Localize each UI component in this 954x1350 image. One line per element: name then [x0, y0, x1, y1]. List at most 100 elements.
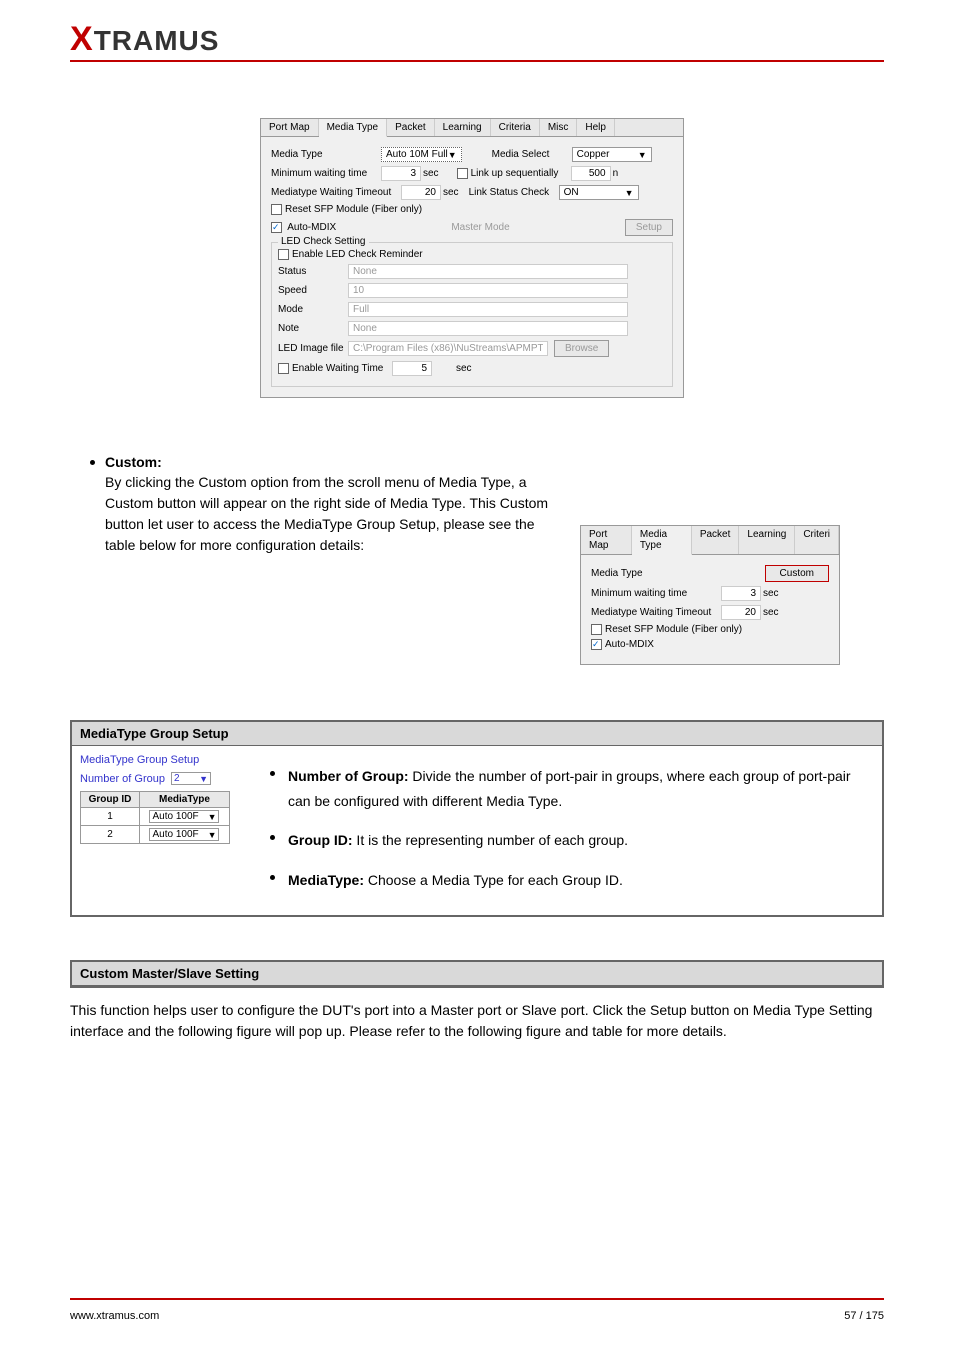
- footer: www.xtramus.com 57 / 175: [70, 1310, 884, 1322]
- tab2-criteri[interactable]: Criteri: [795, 526, 839, 554]
- mediatype-setup-panel: MediaType Group Setup Number of Group 2▼…: [80, 754, 250, 907]
- tab-criteria[interactable]: Criteria: [491, 119, 540, 136]
- link-seq-label: Link up sequentially: [471, 168, 571, 179]
- bottom-red-line: [70, 1298, 884, 1300]
- note-label: Note: [278, 323, 348, 334]
- link-seq-input[interactable]: [571, 166, 611, 181]
- logo-x: X: [70, 20, 94, 58]
- enable-wait-label: Enable Waiting Time: [292, 363, 392, 374]
- tabs-1: Port Map Media Type Packet Learning Crit…: [261, 119, 683, 137]
- note-input[interactable]: [348, 321, 628, 336]
- top-red-line: [70, 60, 884, 62]
- footer-url: www.xtramus.com: [70, 1310, 159, 1322]
- media-type-screenshot-2: Port Map Media Type Packet Learning Crit…: [580, 525, 840, 665]
- section2-desc: This function helps user to configure th…: [70, 1000, 884, 1042]
- min-wait-input[interactable]: [381, 166, 421, 181]
- link-status-select[interactable]: ON▼: [559, 185, 639, 200]
- enable-led-label: Enable LED Check Reminder: [292, 249, 423, 260]
- min-wait-unit: sec: [423, 168, 439, 179]
- status-input[interactable]: [348, 264, 628, 279]
- tab2-packet[interactable]: Packet: [692, 526, 740, 554]
- group-id-2: 2: [81, 826, 140, 844]
- media-select-label: Media Select: [492, 149, 572, 160]
- tab2-media-type[interactable]: Media Type: [632, 526, 692, 555]
- bullet-group-id: Group ID: It is the representing number …: [270, 828, 874, 853]
- tab-port-map[interactable]: Port Map: [261, 119, 319, 136]
- led-check-legend: LED Check Setting: [278, 236, 369, 247]
- enable-wait-input[interactable]: [392, 361, 432, 376]
- auto-mdix-checkbox-2[interactable]: [591, 639, 602, 650]
- link-seq-checkbox[interactable]: [457, 168, 468, 179]
- setup-button[interactable]: Setup: [625, 219, 673, 236]
- browse-button[interactable]: Browse: [554, 340, 609, 357]
- col-mediatype: MediaType: [139, 792, 229, 808]
- link-seq-unit: n: [613, 168, 619, 179]
- enable-wait-unit: sec: [456, 363, 472, 374]
- mediatype-group-section: MediaType Group Setup MediaType Group Se…: [70, 720, 884, 917]
- min-wait-label-2: Minimum waiting time: [591, 588, 721, 599]
- tab-packet[interactable]: Packet: [387, 119, 435, 136]
- tab-misc[interactable]: Misc: [540, 119, 578, 136]
- min-wait-input-2[interactable]: [721, 586, 761, 601]
- enable-led-checkbox[interactable]: [278, 249, 289, 260]
- tab-help[interactable]: Help: [577, 119, 615, 136]
- tab-media-type[interactable]: Media Type: [319, 119, 388, 137]
- mediatype-timeout-label: Mediatype Waiting Timeout: [271, 187, 401, 198]
- number-of-group-select[interactable]: 2▼: [171, 772, 211, 785]
- table-row: 1 Auto 100F▼: [81, 808, 230, 826]
- tabs-2: Port Map Media Type Packet Learning Crit…: [581, 526, 839, 555]
- mode-input[interactable]: [348, 302, 628, 317]
- group-id-1: 1: [81, 808, 140, 826]
- tab-learning[interactable]: Learning: [435, 119, 491, 136]
- mediatype-timeout-input-2[interactable]: [721, 605, 761, 620]
- mediatype-timeout-input[interactable]: [401, 185, 441, 200]
- col-group-id: Group ID: [81, 792, 140, 808]
- number-of-group-row: Number of Group 2▼: [80, 772, 250, 785]
- custom-master-slave-section: Custom Master/Slave Setting: [70, 960, 884, 988]
- number-of-group-label: Number of Group: [80, 773, 165, 785]
- mediatype-timeout-unit: sec: [443, 187, 459, 198]
- status-label: Status: [278, 266, 348, 277]
- custom-master-slave-header: Custom Master/Slave Setting: [72, 962, 882, 986]
- auto-mdix-checkbox[interactable]: [271, 222, 282, 233]
- min-wait-unit-2: sec: [763, 588, 779, 599]
- group-table: Group ID MediaType 1 Auto 100F▼ 2 Auto 1…: [80, 791, 230, 844]
- reset-sfp-checkbox-2[interactable]: [591, 624, 602, 635]
- media-type-label-2: Media Type: [591, 568, 643, 579]
- led-check-fieldset: LED Check Setting Enable LED Check Remin…: [271, 242, 673, 387]
- logo-rest: TRAMUS: [94, 25, 220, 56]
- custom-desc: By clicking the Custom option from the s…: [105, 472, 565, 556]
- reset-sfp-label: Reset SFP Module (Fiber only): [285, 204, 422, 215]
- tab2-learning[interactable]: Learning: [739, 526, 795, 554]
- bullet-mediatype: MediaType: Choose a Media Type for each …: [270, 868, 874, 893]
- bullet-number-of-group: Number of Group: Divide the number of po…: [270, 764, 874, 814]
- led-image-label: LED Image file: [278, 343, 348, 354]
- min-wait-label: Minimum waiting time: [271, 168, 381, 179]
- tab2-port-map[interactable]: Port Map: [581, 526, 632, 554]
- table-row: 2 Auto 100F▼: [81, 826, 230, 844]
- auto-mdix-label-2: Auto-MDIX: [605, 639, 654, 650]
- mediatype-timeout-unit-2: sec: [763, 607, 779, 618]
- reset-sfp-checkbox[interactable]: [271, 204, 282, 215]
- led-image-input[interactable]: [348, 341, 548, 356]
- mts-title: MediaType Group Setup: [80, 754, 250, 766]
- mediatype-group-header: MediaType Group Setup: [72, 722, 882, 746]
- bullet-dot-custom: [90, 460, 95, 465]
- speed-input[interactable]: [348, 283, 628, 298]
- custom-button[interactable]: Custom: [765, 565, 829, 582]
- auto-mdix-label: Auto-MDIX: [287, 222, 336, 233]
- form-area-2: Media Type Custom Minimum waiting time s…: [581, 555, 839, 664]
- enable-wait-checkbox[interactable]: [278, 363, 289, 374]
- mediatype-timeout-label-2: Mediatype Waiting Timeout: [591, 607, 721, 618]
- bullet-list: Number of Group: Divide the number of po…: [270, 754, 874, 907]
- reset-sfp-label-2: Reset SFP Module (Fiber only): [605, 624, 742, 635]
- form-area-1: Media Type Auto 10M Full▼ Media Select C…: [261, 137, 683, 397]
- footer-page: 57 / 175: [844, 1310, 884, 1322]
- link-status-label: Link Status Check: [469, 187, 559, 198]
- group-type-2[interactable]: Auto 100F▼: [149, 828, 219, 841]
- media-select-select[interactable]: Copper▼: [572, 147, 652, 162]
- speed-label: Speed: [278, 285, 348, 296]
- group-type-1[interactable]: Auto 100F▼: [149, 810, 219, 823]
- media-type-select[interactable]: Auto 10M Full▼: [381, 147, 462, 162]
- mode-label: Mode: [278, 304, 348, 315]
